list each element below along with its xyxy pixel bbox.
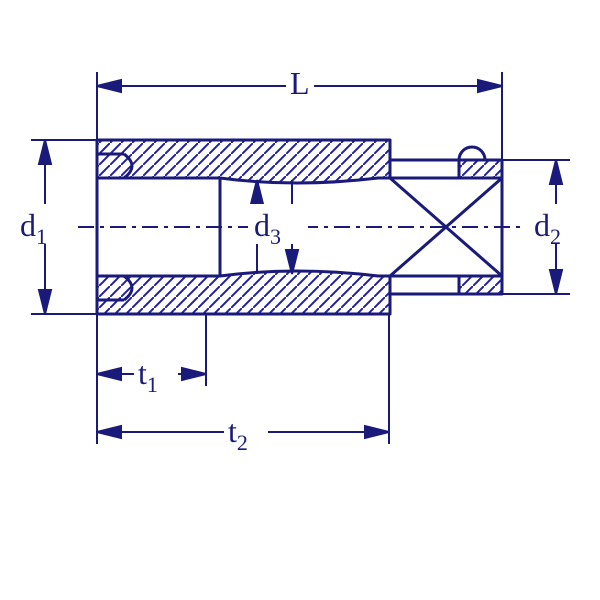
hatch-bottom	[90, 260, 510, 320]
socket-diagram: L d1 d2 d3 t1	[0, 0, 600, 600]
label-L: L	[290, 65, 310, 101]
